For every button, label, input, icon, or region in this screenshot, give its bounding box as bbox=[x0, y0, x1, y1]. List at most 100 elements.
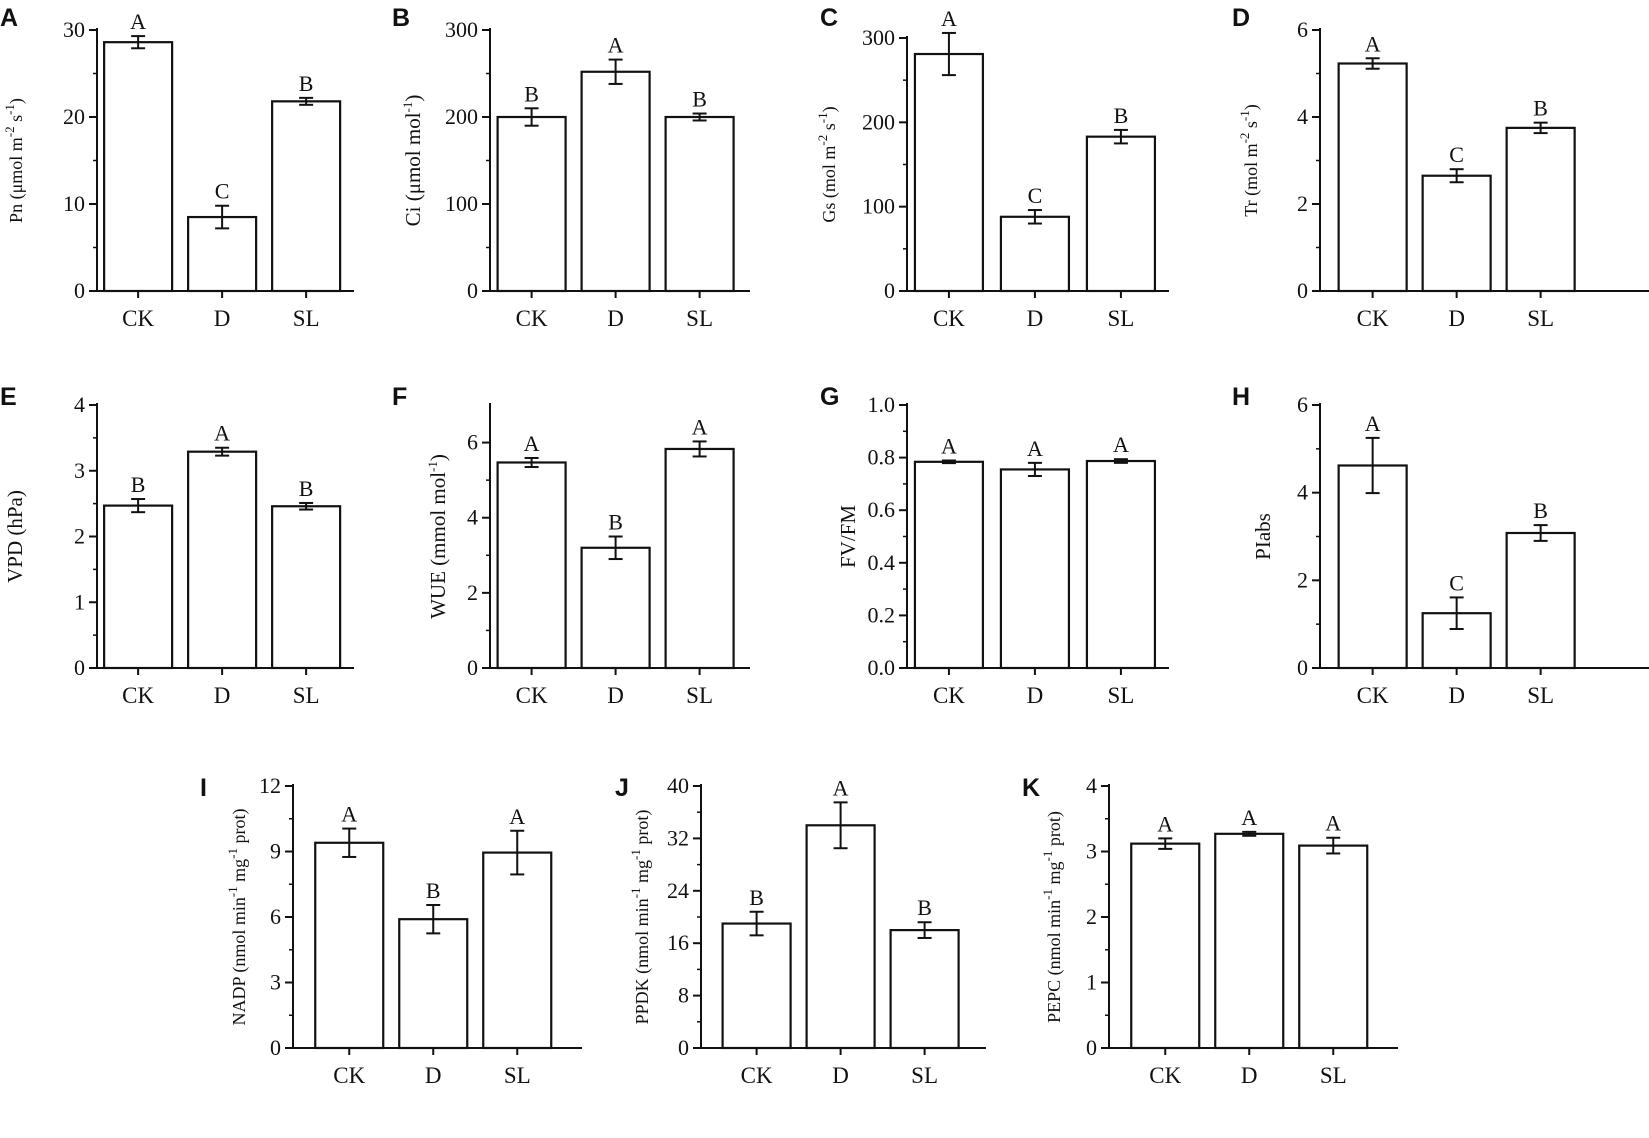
x-tick-label: SL bbox=[1107, 683, 1134, 708]
significance-letter: A bbox=[941, 433, 957, 458]
y-axis-label: PIabs bbox=[1251, 513, 1275, 560]
x-tick-label: CK bbox=[741, 1063, 773, 1088]
x-tick-label: CK bbox=[333, 1063, 365, 1088]
x-tick-label: CK bbox=[933, 306, 965, 331]
x-tick-label: SL bbox=[1527, 306, 1554, 331]
bar-ck bbox=[103, 41, 174, 293]
significance-letter: B bbox=[608, 510, 623, 535]
y-tick-label: 4 bbox=[1086, 773, 1097, 798]
significance-letter: C bbox=[1449, 570, 1464, 595]
y-tick-label: 24 bbox=[667, 878, 689, 903]
x-tick-label: SL bbox=[293, 683, 320, 708]
bar-ck bbox=[913, 52, 985, 293]
x-tick-label: SL bbox=[293, 306, 320, 331]
y-axis-label: PEPC (nmol min-1 mg-1 prot) bbox=[1040, 811, 1065, 1023]
y-tick-label: 30 bbox=[63, 17, 85, 42]
significance-letter: A bbox=[833, 775, 849, 800]
bar-sl bbox=[1505, 531, 1576, 670]
y-tick-label: 300 bbox=[445, 17, 478, 42]
x-tick-label: D bbox=[832, 1063, 849, 1088]
bar-sl bbox=[271, 505, 342, 670]
panel-letter: E bbox=[0, 383, 17, 411]
panel-letter: G bbox=[820, 383, 839, 411]
x-tick-label: SL bbox=[911, 1063, 938, 1088]
significance-letter: B bbox=[299, 476, 314, 501]
x-tick-label: CK bbox=[933, 683, 965, 708]
y-tick-label: 6 bbox=[1297, 392, 1308, 417]
significance-letter: A bbox=[341, 802, 357, 827]
y-tick-label: 0.4 bbox=[868, 550, 896, 575]
panel-k: K 0 1 2 3 4 PEPC (nmol min-1 mg-1 prot) A CK A D A S… bbox=[1022, 773, 1398, 1088]
x-tick-label: D bbox=[1448, 306, 1465, 331]
significance-letter: B bbox=[917, 895, 932, 920]
y-tick-label: 0 bbox=[1086, 1035, 1097, 1060]
bar-d bbox=[187, 450, 258, 670]
panel-g: G 0.0 0.2 0.4 0.6 0.8 1.0 FV/FM A CK A D A SL bbox=[820, 383, 1169, 708]
y-tick-label: 0.6 bbox=[868, 497, 896, 522]
y-tick-label: 4 bbox=[1297, 480, 1308, 505]
panel-letter: K bbox=[1022, 774, 1040, 802]
y-tick-label: 300 bbox=[862, 25, 895, 50]
significance-letter: A bbox=[1325, 811, 1341, 836]
x-tick-label: CK bbox=[516, 306, 548, 331]
x-tick-label: D bbox=[214, 683, 231, 708]
panel-letter: D bbox=[1232, 4, 1250, 32]
bar-sl bbox=[271, 100, 342, 293]
y-tick-label: 1 bbox=[74, 589, 85, 614]
significance-letter: A bbox=[1365, 411, 1381, 436]
x-tick-label: CK bbox=[516, 683, 548, 708]
significance-letter: B bbox=[1533, 96, 1548, 121]
y-axis-label: NADP (nmol min-1 mg-1 prot) bbox=[225, 808, 250, 1025]
x-tick-label: D bbox=[1027, 306, 1044, 331]
x-tick-label: CK bbox=[1149, 1063, 1181, 1088]
significance-letter: C bbox=[1028, 183, 1043, 208]
significance-letter: A bbox=[214, 421, 230, 446]
bar-d bbox=[1421, 174, 1492, 293]
significance-letter: B bbox=[1533, 498, 1548, 523]
significance-letter: C bbox=[1449, 142, 1464, 167]
bar-d bbox=[999, 468, 1071, 670]
bar-ck bbox=[496, 115, 567, 293]
significance-letter: A bbox=[941, 6, 957, 31]
y-tick-label: 0 bbox=[1297, 278, 1308, 303]
y-tick-label: 4 bbox=[467, 505, 478, 530]
y-tick-label: 3 bbox=[74, 458, 85, 483]
x-tick-label: D bbox=[607, 306, 624, 331]
significance-letter: A bbox=[1113, 432, 1129, 457]
y-tick-label: 100 bbox=[862, 194, 895, 219]
y-tick-label: 6 bbox=[467, 430, 478, 455]
bar-sl bbox=[1298, 844, 1369, 1050]
bar-ck bbox=[1337, 62, 1408, 293]
y-tick-label: 3 bbox=[1086, 839, 1097, 864]
x-tick-label: SL bbox=[504, 1063, 531, 1088]
x-tick-label: SL bbox=[1107, 306, 1134, 331]
y-tick-label: 0 bbox=[270, 1035, 281, 1060]
y-tick-label: 2 bbox=[1297, 191, 1308, 216]
panel-d: D 0 2 4 6 Tr (mol m-2 s-1) A CK C D B SL bbox=[1232, 4, 1649, 331]
x-tick-label: D bbox=[1241, 1063, 1258, 1088]
y-tick-label: 0 bbox=[1297, 655, 1308, 680]
y-tick-label: 2 bbox=[467, 580, 478, 605]
y-tick-label: 0 bbox=[884, 278, 895, 303]
y-axis-label: Gs (mol m-2 s-1) bbox=[815, 106, 840, 222]
y-tick-label: 2 bbox=[1297, 567, 1308, 592]
significance-letter: A bbox=[1365, 31, 1381, 56]
y-tick-label: 4 bbox=[74, 392, 85, 417]
significance-letter: B bbox=[1114, 103, 1129, 128]
significance-letter: A bbox=[1157, 811, 1173, 836]
y-tick-label: 8 bbox=[678, 983, 689, 1008]
bar-sl bbox=[664, 447, 735, 670]
y-tick-label: 0 bbox=[74, 278, 85, 303]
x-tick-label: CK bbox=[1357, 683, 1389, 708]
significance-letter: C bbox=[215, 179, 230, 204]
panel-a: A 0 10 20 30 Pn (μmol m-2 s-1) A CK C D B SL bbox=[0, 4, 354, 331]
bar-sl bbox=[889, 928, 960, 1050]
y-tick-label: 0 bbox=[678, 1035, 689, 1060]
y-axis-label: WUE (mmol mol-1) bbox=[425, 454, 450, 619]
panel-i: I 0 3 6 9 12 NADP (nmol min-1 mg-1 prot) A CK B D A… bbox=[200, 773, 582, 1088]
significance-letter: A bbox=[692, 414, 708, 439]
bar-sl bbox=[664, 115, 735, 293]
y-axis-label: FV/FM bbox=[836, 505, 860, 568]
bar-ck bbox=[1337, 464, 1408, 670]
